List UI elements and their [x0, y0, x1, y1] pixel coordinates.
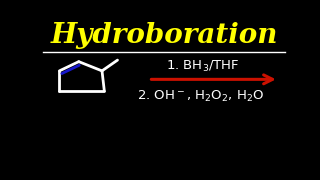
Text: 1. BH$_3$/THF: 1. BH$_3$/THF [166, 59, 240, 74]
Text: 2. OH$^-$, H$_2$O$_2$, H$_2$O: 2. OH$^-$, H$_2$O$_2$, H$_2$O [137, 89, 264, 104]
Text: Hydroboration: Hydroboration [50, 22, 278, 49]
